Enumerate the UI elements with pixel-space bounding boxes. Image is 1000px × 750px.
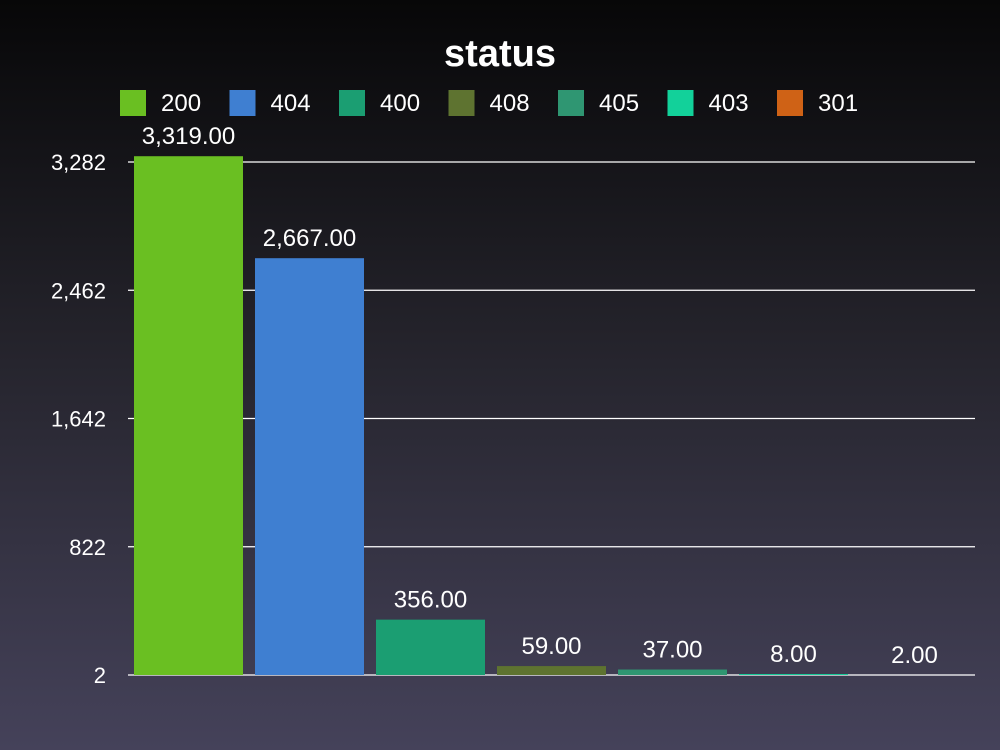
legend: 200 404 400 408 405 403 301 <box>120 90 858 117</box>
legend-swatch-405 <box>558 90 584 116</box>
y-tick-label: 2,462 <box>51 278 106 303</box>
legend-swatch-408 <box>448 90 475 116</box>
legend-label-400: 400 <box>380 90 420 117</box>
legend-swatch-403 <box>667 90 694 116</box>
legend-label-301: 301 <box>818 90 858 117</box>
bar-403 <box>739 674 848 675</box>
data-labels: 3,319.00 2,667.00 356.00 59.00 37.00 8.00 2.00 <box>142 123 938 669</box>
y-tick-label: 822 <box>69 535 106 560</box>
y-axis: 2 822 1,642 2,462 3,282 <box>51 150 106 688</box>
data-label-405: 37.00 <box>642 637 702 664</box>
legend-label-404: 404 <box>271 90 311 117</box>
y-tick-label: 2 <box>94 663 106 688</box>
legend-label-200: 200 <box>161 90 201 117</box>
data-label-400: 356.00 <box>394 587 467 614</box>
legend-label-408: 408 <box>490 90 530 117</box>
legend-swatch-400 <box>339 90 365 116</box>
chart-title: status <box>444 33 556 75</box>
y-tick-label: 1,642 <box>51 407 106 432</box>
legend-swatch-404 <box>229 90 256 116</box>
bar-400 <box>376 619 485 675</box>
data-label-404: 2,667.00 <box>263 225 356 252</box>
y-tick-label: 3,282 <box>51 150 106 175</box>
legend-swatch-200 <box>120 90 146 116</box>
legend-label-403: 403 <box>709 90 749 117</box>
bar-200 <box>134 156 243 675</box>
data-label-200: 3,319.00 <box>142 123 235 150</box>
legend-swatch-301 <box>777 90 803 116</box>
legend-label-405: 405 <box>599 90 639 117</box>
bar-405 <box>618 669 727 675</box>
bars <box>134 156 848 675</box>
data-label-301: 2.00 <box>891 642 938 669</box>
bar-408 <box>497 666 606 675</box>
bar-404 <box>255 258 364 675</box>
data-label-408: 59.00 <box>521 633 581 660</box>
data-label-403: 8.00 <box>770 641 817 668</box>
